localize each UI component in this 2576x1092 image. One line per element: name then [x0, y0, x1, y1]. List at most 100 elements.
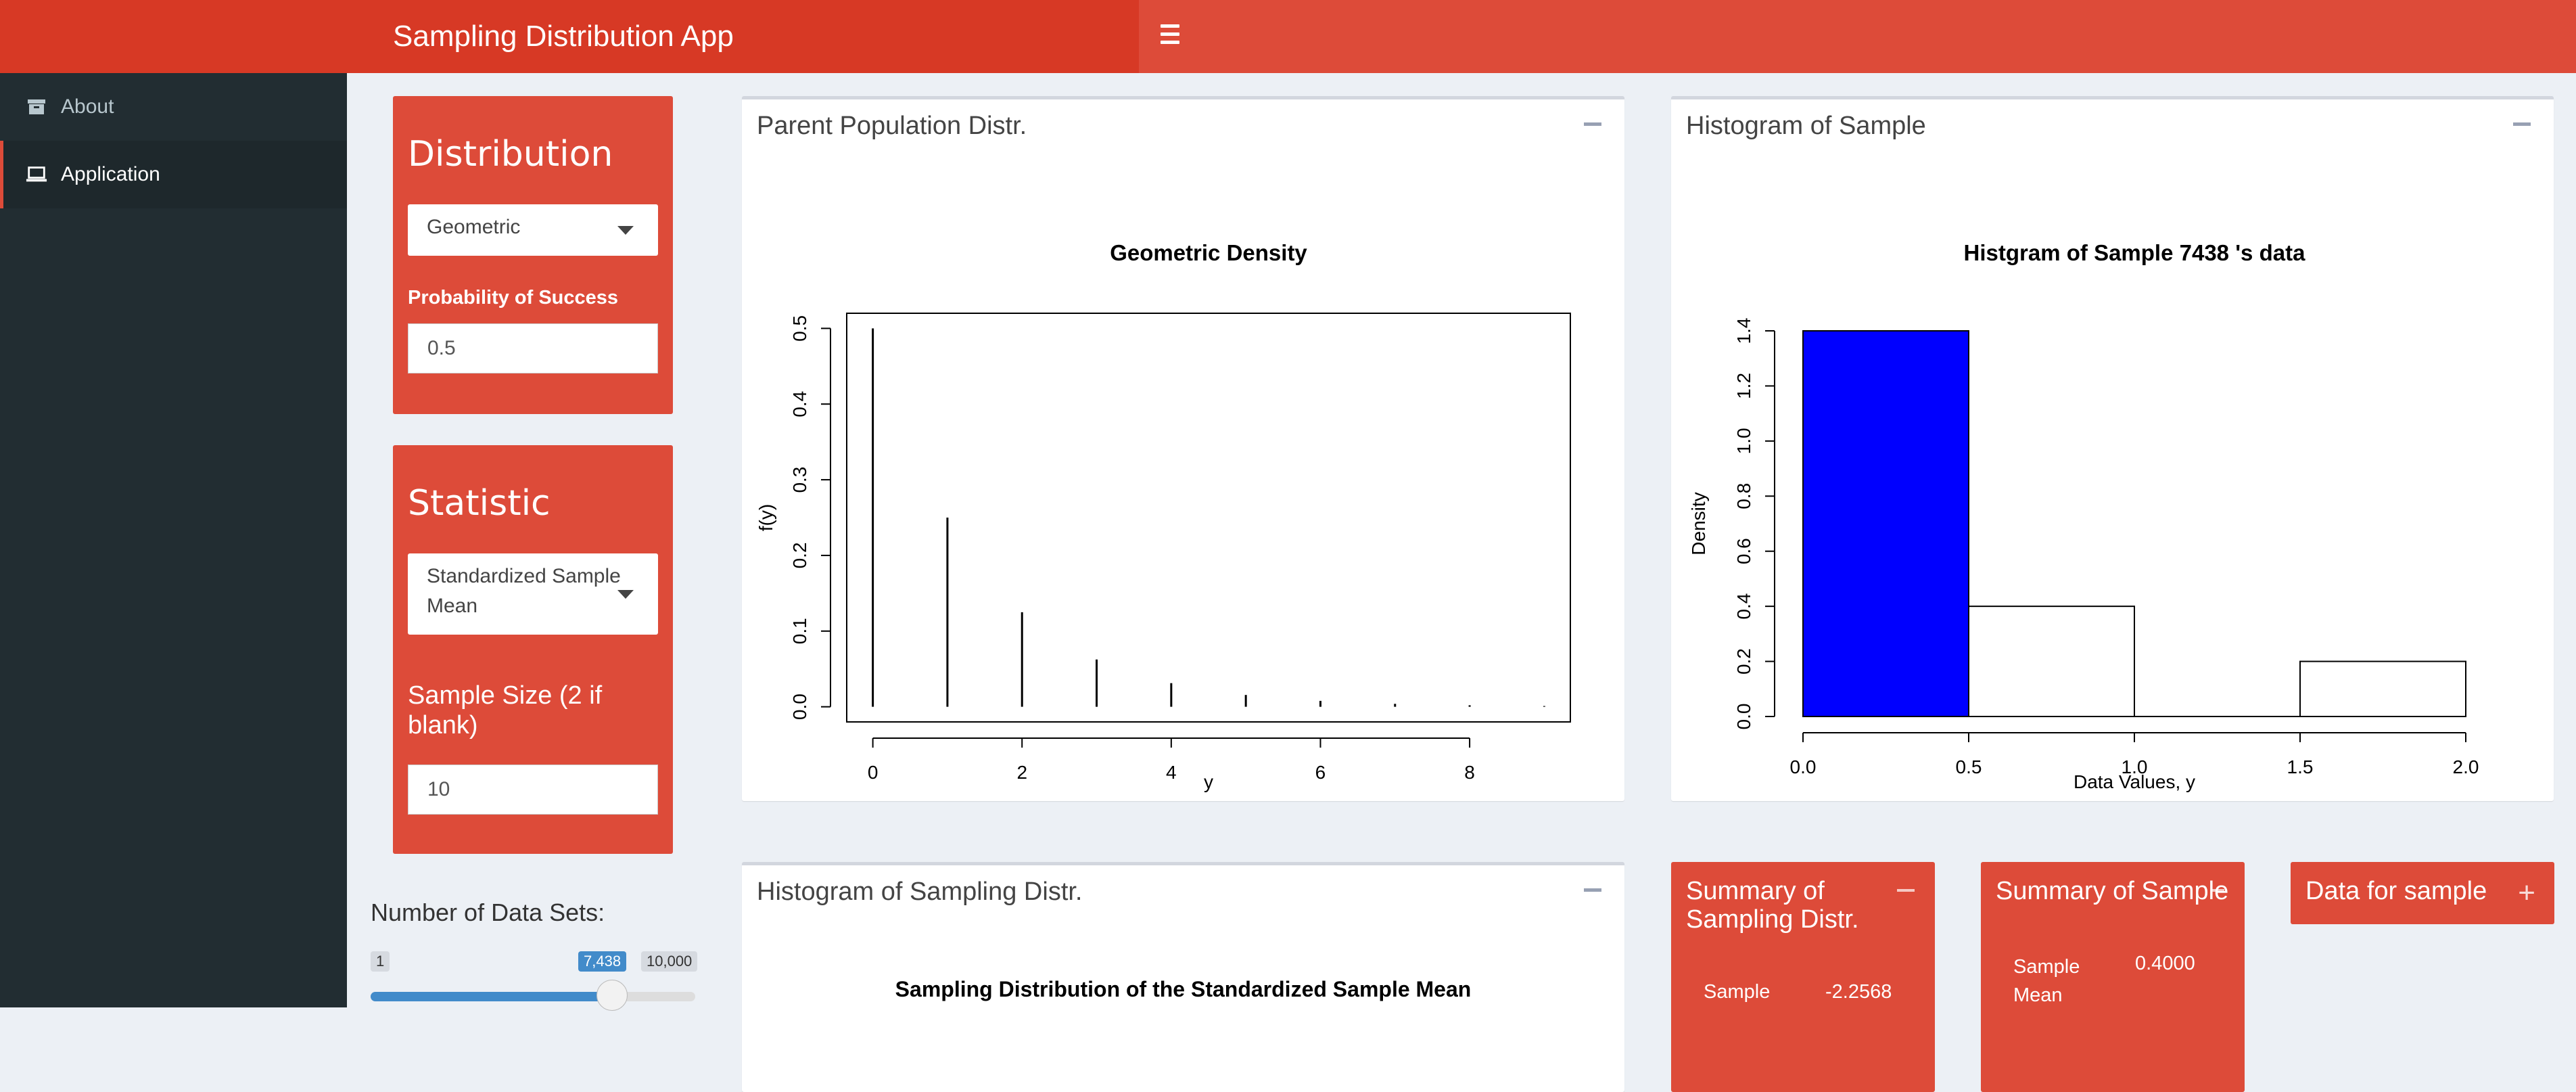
caret-down-icon	[617, 226, 634, 235]
slider-min-label: 1	[371, 951, 390, 972]
histogram-panel-title: Histogram of Sample	[1686, 112, 1926, 140]
summary-sample-box: Summary of Sample Sample Mean 0.4000	[1981, 862, 2245, 1092]
x-tick-label: 2	[1016, 762, 1027, 783]
y-axis-label: f(y)	[755, 504, 776, 531]
x-tick-label: 0.0	[1790, 756, 1817, 777]
histogram-bar	[1968, 606, 2135, 718]
caret-down-icon	[617, 590, 634, 599]
datasets-slider-handle[interactable]	[596, 980, 628, 1011]
data-sample-box: Data for sample +	[2291, 862, 2554, 924]
parent-density-chart: Geometric Density 0 2 4 6 8 0.0 0.1 0.2 0.3 0.4 0.5…	[755, 240, 1571, 792]
y-axis-label: Density	[1688, 492, 1709, 555]
histogram-sample-panel: Histogram of Sample Histgram of Sample 7…	[1671, 96, 2554, 801]
summary-sample-row-label-line2: Mean	[2013, 984, 2063, 1006]
y-tick-label: 0.5	[789, 315, 810, 342]
main-content: Distribution Geometric Probability of Su…	[347, 73, 2576, 1092]
distribution-selected: Geometric	[427, 216, 521, 238]
summary-sampling-row-label: Sample	[1704, 981, 1771, 1003]
histogram-bar	[1802, 330, 1969, 717]
chart-title: Geometric Density	[1110, 240, 1307, 265]
sampling-plot-title: Sampling Distribution of the Standardize…	[895, 977, 1472, 1001]
summary-sample-row-value: 0.4000	[2135, 953, 2195, 974]
statistic-selected-line1: Standardized Sample	[427, 565, 621, 587]
x-axis-label: Data Values, y	[2074, 771, 2195, 792]
y-tick-label: 1.0	[1733, 428, 1754, 454]
x-tick-label: 0.5	[1956, 756, 1982, 777]
y-tick-label: 0.4	[1733, 593, 1754, 620]
statistic-box: Statistic Standardized Sample Mean Sampl…	[393, 445, 673, 854]
sidebar-item-about[interactable]: About	[0, 73, 347, 141]
sampling-distribution-panel: Histogram of Sampling Distr. Sampling Di…	[742, 862, 1624, 1092]
x-tick-label: 6	[1315, 762, 1326, 783]
sidebar-item-application[interactable]: Application	[0, 141, 347, 208]
sidebar-item-label: About	[61, 95, 114, 118]
statistic-selected-line2: Mean	[427, 595, 478, 617]
summary-sample-row-label-line1: Sample	[2013, 956, 2080, 978]
summary-sample-row-label: Sample Mean	[2013, 953, 2080, 1009]
x-tick-label: 4	[1166, 762, 1177, 783]
x-tick-label: 2.0	[2453, 756, 2479, 777]
x-axis-label: y	[1204, 771, 1213, 792]
y-tick-label: 1.4	[1733, 318, 1754, 344]
y-tick-label: 1.2	[1733, 373, 1754, 399]
y-tick-label: 0.1	[789, 618, 810, 644]
probability-value: 0.5	[427, 337, 456, 359]
x-tick-label: 0	[868, 762, 879, 783]
app-title: Sampling Distribution App	[0, 0, 1139, 73]
archive-icon	[26, 98, 47, 116]
slider-value-label: 7,438	[578, 951, 627, 972]
chart-title: Histgram of Sample 7438 's data	[1964, 240, 2306, 265]
sample-size-label-line1: Sample Size (2 if	[408, 681, 603, 710]
sample-histogram-chart: Histgram of Sample 7438 's data 0.0 0.5 1.0…	[1688, 240, 2479, 792]
summary-sample-title: Summary of Sample	[1996, 877, 2229, 905]
parent-panel-title: Parent Population Distr.	[757, 112, 1027, 140]
y-tick-label: 0.4	[789, 391, 810, 417]
summary-sampling-row-value: -2.2568	[1825, 981, 1892, 1003]
y-tick-label: 0.3	[789, 467, 810, 493]
histogram-bar	[2299, 660, 2466, 717]
collapse-icon[interactable]	[1584, 122, 1601, 126]
top-navbar	[1139, 0, 2576, 73]
datasets-slider-track[interactable]	[371, 980, 695, 1011]
sample-size-label-line2: blank)	[408, 711, 478, 740]
summary-sampling-title: Summary of Sampling Distr.	[1686, 877, 1859, 934]
datasets-slider-fill	[371, 992, 613, 1001]
slider-max-label: 10,000	[641, 951, 698, 972]
plot-frame	[846, 313, 1571, 723]
app-title-text: Sampling Distribution App	[393, 20, 734, 53]
sampling-panel-title: Histogram of Sampling Distr.	[757, 878, 1083, 906]
summary-sampling-title-line2: Sampling Distr.	[1686, 905, 1859, 934]
y-tick-label: 0.2	[1733, 648, 1754, 675]
collapse-icon[interactable]	[2212, 889, 2224, 892]
distribution-title: Distribution	[408, 134, 613, 175]
distribution-select[interactable]: Geometric	[408, 204, 658, 256]
x-tick-label: 1.5	[2287, 756, 2314, 777]
distribution-box: Distribution Geometric Probability of Su…	[393, 96, 673, 414]
y-tick-label: 0.0	[789, 693, 810, 720]
y-tick-label: 0.0	[1733, 704, 1754, 730]
summary-sampling-box: Summary of Sampling Distr. Sample -2.256…	[1671, 862, 1935, 1092]
collapse-icon[interactable]	[2513, 122, 2531, 126]
sample-size-value: 10	[427, 778, 450, 800]
summary-sampling-title-line1: Summary of	[1686, 877, 1825, 905]
statistic-select[interactable]: Standardized Sample Mean	[408, 553, 658, 635]
sample-size-label: Sample Size (2 if blank)	[408, 681, 602, 740]
collapse-icon[interactable]	[1584, 888, 1601, 892]
laptop-icon	[26, 166, 47, 183]
parent-population-panel: Parent Population Distr. Geometric Densi…	[742, 96, 1624, 801]
collapse-icon[interactable]	[1897, 889, 1915, 892]
x-tick-label: 8	[1464, 762, 1475, 783]
sample-size-input[interactable]: 10	[408, 765, 658, 815]
sidebar: About Application	[0, 73, 347, 1007]
statistic-title: Statistic	[408, 483, 551, 524]
sidebar-item-label: Application	[61, 163, 160, 185]
x-tick-label: 1.0	[2122, 756, 2148, 777]
probability-label: Probability of Success	[408, 287, 619, 309]
sidebar-toggle-icon[interactable]	[1161, 24, 1179, 45]
datasets-label: Number of Data Sets:	[371, 898, 605, 926]
data-sample-title: Data for sample	[2305, 877, 2487, 905]
probability-input[interactable]: 0.5	[408, 323, 658, 373]
y-tick-label: 0.2	[789, 542, 810, 568]
y-tick-label: 0.6	[1733, 538, 1754, 564]
expand-icon[interactable]: +	[2518, 876, 2535, 909]
